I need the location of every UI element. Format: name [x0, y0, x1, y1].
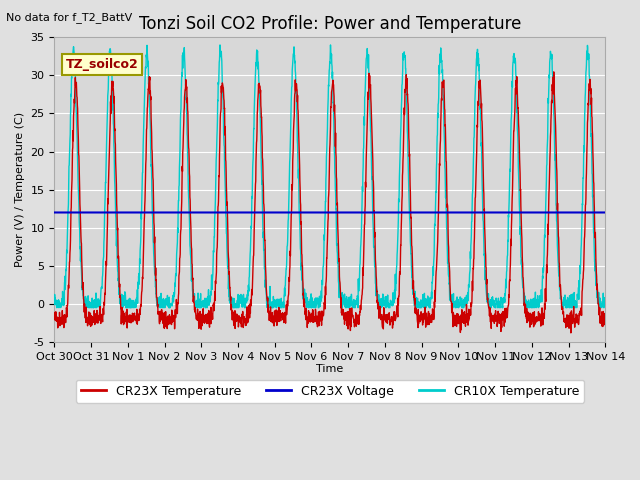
Text: TZ_soilco2: TZ_soilco2 [65, 58, 138, 71]
Y-axis label: Power (V) / Temperature (C): Power (V) / Temperature (C) [15, 112, 25, 267]
Text: No data for f_T2_BattV: No data for f_T2_BattV [6, 12, 132, 23]
X-axis label: Time: Time [316, 364, 344, 374]
Legend: CR23X Temperature, CR23X Voltage, CR10X Temperature: CR23X Temperature, CR23X Voltage, CR10X … [76, 380, 584, 403]
Title: Tonzi Soil CO2 Profile: Power and Temperature: Tonzi Soil CO2 Profile: Power and Temper… [139, 15, 521, 33]
